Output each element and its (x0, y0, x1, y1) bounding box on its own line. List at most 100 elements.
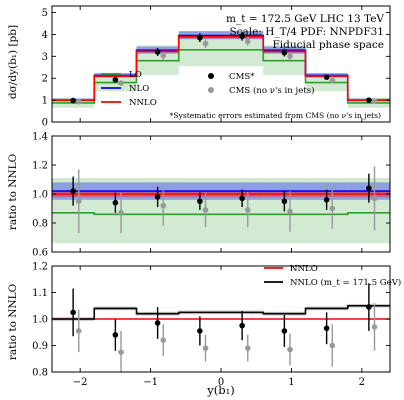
middle-ytick-label-2: 1.0 (32, 190, 48, 201)
middle-band-lo-bin-3 (178, 178, 221, 244)
top-point-cms-1 (112, 76, 119, 83)
middle-point-cms-2 (154, 194, 161, 200)
bottom-point-cms-2 (154, 320, 161, 326)
middle-point-cms-nonu-3 (202, 207, 209, 213)
top-ytick-label-3: 3 (42, 52, 48, 63)
middle-point-cms-nonu-1 (118, 210, 124, 216)
middle-point-cms-nonu-6 (329, 205, 336, 212)
top-point-cms-nonu-1 (118, 80, 124, 86)
middle-point-cms-nonu-0 (75, 198, 82, 205)
x-tick-label-1: −1 (143, 377, 158, 388)
top-point-cms-nonu-5 (287, 53, 293, 60)
bottom-point-cms-1 (112, 332, 119, 338)
x-axis-label: y(b₁) (206, 383, 234, 397)
annotation-mass: m_t = 172.5 GeV LHC 13 TeV (226, 13, 384, 25)
bottom-point-cms-nonu-0 (75, 328, 82, 334)
top-point-cms-3 (197, 34, 203, 41)
bottom-plot-area (52, 283, 390, 372)
top-point-cms-nonu-4 (244, 38, 251, 45)
bottom-ytick-label-1: 0.9 (32, 341, 48, 352)
bottom-point-cms-4 (239, 322, 245, 329)
top-point-cms-nonu-7 (371, 98, 378, 105)
top-point-cms-nonu-3 (202, 40, 209, 47)
top-point-cms-6 (323, 74, 330, 80)
annotation-phase-space: Fiducial phase space (273, 39, 384, 51)
top-line-nnlo (52, 35, 390, 102)
bottom-point-cms-0 (70, 309, 76, 316)
bottom-point-cms-5 (281, 328, 288, 334)
legend-bottom-nnlo-mt-label: NNLO (m_t = 171.5 GeV) (290, 277, 401, 288)
middle-line-lo (52, 212, 390, 216)
x-tick-label-3: 1 (288, 377, 294, 388)
x-tick-label-4: 2 (359, 377, 365, 388)
top-point-cms-5 (281, 49, 288, 56)
x-tick-label-0: −2 (73, 377, 88, 388)
middle-point-cms-4 (239, 195, 245, 202)
bottom-point-cms-3 (197, 328, 203, 334)
middle-point-cms-5 (281, 198, 288, 205)
top-ytick-label-0: 0 (42, 118, 48, 129)
middle-band-lo-bin-6 (305, 178, 348, 244)
middle-ytick-label-4: 1.4 (32, 132, 48, 143)
top-ytick-label-1: 1 (42, 96, 48, 107)
legend-nlo-label: NLO (129, 84, 149, 94)
bottom-legend: NNLO NNLO (m_t = 171.5 GeV) (264, 264, 401, 288)
legend-bottom-nnlo-label: NNLO (290, 264, 318, 274)
middle-point-cms-0 (70, 188, 76, 194)
bottom-ylabel: ratio to NNLO (7, 283, 19, 360)
annotation-scale: Scale: H_T/4 PDF: NNPDF31 (229, 26, 384, 38)
panel-middle: 0.6 0.8 1.0 1.2 1.4 (32, 132, 391, 259)
middle-point-cms-3 (197, 198, 203, 205)
annotation-systematics: *Systematic errors estimated from CMS (n… (170, 111, 382, 120)
top-point-cms-0 (70, 97, 76, 104)
bottom-point-cms-nonu-7 (371, 324, 378, 330)
bottom-point-cms-nonu-3 (202, 345, 209, 351)
legend-lo-label: LO (129, 70, 142, 80)
bottom-ytick-label-0: 0.8 (32, 368, 48, 379)
top-ylabel: dσ/dy(b₁) [pb] (7, 25, 19, 99)
legend-nnlo-label: NNLO (129, 98, 157, 108)
top-plot-area (52, 31, 390, 108)
middle-point-cms-nonu-4 (244, 207, 251, 213)
top-point-cms-nonu-0 (75, 98, 82, 105)
top-ytick-label-2: 2 (42, 74, 48, 85)
legend-cms-nonu-label: CMS (no ν's in jets) (229, 85, 315, 96)
top-ytick-label-4: 4 (42, 30, 48, 41)
bottom-point-cms-7 (366, 304, 372, 310)
bottom-point-cms-nonu-1 (118, 349, 124, 355)
middle-ytick-label-0: 0.6 (32, 248, 48, 259)
middle-point-cms-6 (323, 197, 330, 203)
middle-ytick-label-3: 1.2 (32, 161, 48, 172)
x-tick-label-2: 0 (218, 377, 224, 388)
bottom-line-nnlo-m-t-171-5-gev- (52, 304, 390, 320)
bottom-ytick-label-2: 1.0 (32, 315, 48, 326)
bottom-point-cms-6 (323, 325, 330, 332)
middle-point-cms-nonu-5 (287, 208, 293, 215)
legend-cms-marker (208, 73, 214, 79)
top-point-cms-4 (239, 33, 245, 40)
bottom-point-cms-nonu-5 (287, 346, 293, 353)
top-point-cms-7 (366, 97, 372, 103)
legend-cms-label: CMS* (229, 72, 255, 82)
middle-point-cms-nonu-7 (371, 195, 378, 202)
middle-point-cms-7 (366, 185, 372, 191)
bottom-point-cms-nonu-2 (160, 337, 167, 344)
bottom-point-cms-nonu-4 (244, 345, 251, 351)
top-point-cms-nonu-2 (160, 52, 167, 59)
middle-ytick-label-1: 0.8 (32, 219, 48, 230)
middle-plot-area (52, 166, 390, 244)
top-annotations: m_t = 172.5 GeV LHC 13 TeV Scale: H_T/4 … (170, 13, 385, 120)
panel-top: 0 1 2 3 4 5 (42, 5, 391, 129)
panel-bottom: 0.8 0.9 1.0 1.1 1.2 −2 −1 0 1 2 (32, 262, 391, 388)
top-point-cms-nonu-6 (329, 77, 336, 84)
middle-band-lo-bin-4 (221, 178, 264, 244)
legend-cms-nonu-marker (208, 87, 214, 93)
top-legend: LO NLO NNLO CMS* CMS (no ν's in jets) (101, 70, 315, 108)
top-point-cms-2 (154, 49, 161, 55)
middle-ylabel: ratio to NNLO (7, 153, 19, 230)
middle-point-cms-nonu-2 (160, 202, 167, 209)
middle-point-cms-1 (112, 199, 119, 206)
bottom-point-cms-nonu-6 (329, 342, 336, 349)
bottom-ytick-label-3: 1.1 (32, 288, 48, 299)
